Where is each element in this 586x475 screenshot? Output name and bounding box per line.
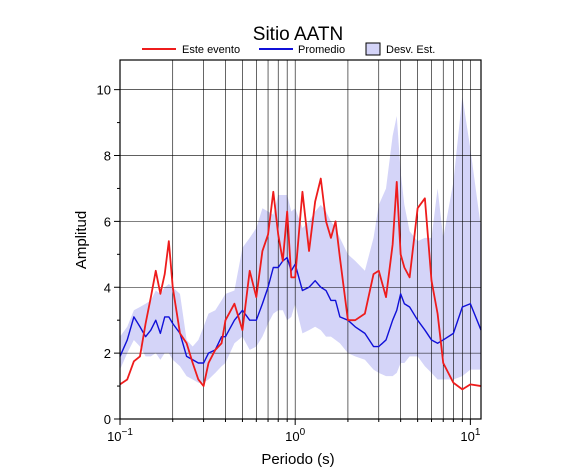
std-band-area [120, 96, 481, 383]
legend-swatch-desv-est [365, 42, 381, 56]
x-axis-label: Periodo (s) [261, 451, 334, 468]
legend-label-promedio: Promedio [298, 44, 345, 56]
series-line-este-evento [119, 177, 482, 391]
x-tick-label: 10−1 [107, 427, 133, 444]
legend-label-desv-est: Desv. Est. [386, 44, 435, 56]
series-line-promedio [119, 256, 482, 364]
y-tick-label: 6 [104, 214, 111, 229]
y-tick-label: 4 [104, 280, 111, 295]
legend-label-este-evento: Este evento [182, 44, 240, 56]
x-tick-label: 100 [285, 427, 305, 444]
x-tick-label: 101 [460, 427, 480, 444]
chart-title: Sitio AATN [253, 24, 343, 45]
y-tick-label: 2 [104, 346, 111, 361]
plot-frame [119, 59, 482, 420]
y-tick-label: 8 [104, 149, 111, 164]
y-tick-label: 0 [104, 412, 111, 427]
plot-area: 0 2 4 6 8 10 10−1 100 101 [97, 59, 482, 444]
y-tick-label: 10 [97, 83, 111, 98]
y-axis-label: Amplitud [73, 211, 90, 269]
legend: Este evento Promedio Desv. Est. [142, 42, 435, 56]
